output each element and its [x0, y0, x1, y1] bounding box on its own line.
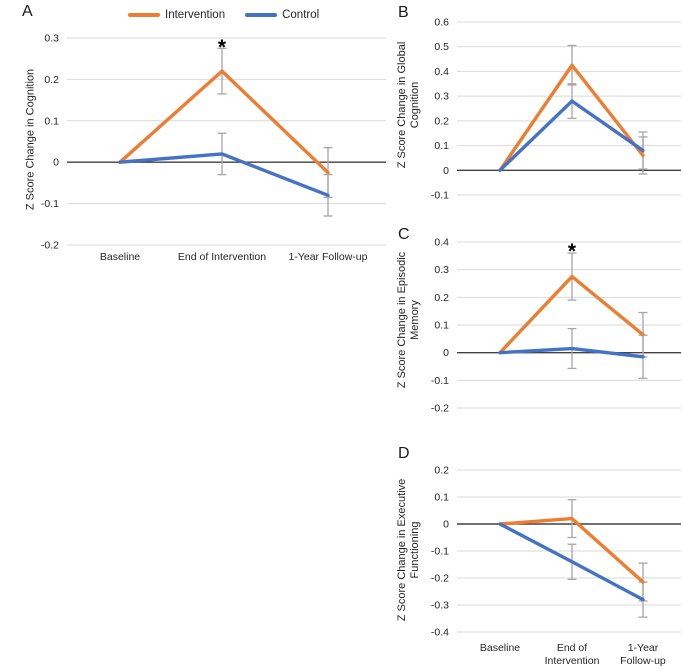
series-line-control: [498, 522, 645, 602]
panel-c: 0.4 0.3 0.2 0.1 0 -0.1 -0.2 * C Z Score Change …: [390, 215, 683, 432]
significance-asterisk: *: [218, 36, 227, 59]
x-tick-label: Baseline: [480, 642, 520, 654]
y-tick-label: -0.1: [431, 375, 449, 387]
y-tick-label: 0.2: [434, 292, 449, 304]
y-tick-label: 0.3: [434, 91, 449, 103]
panel-b-plot: 0.6 0.5 0.4 0.3 0.2 0.1 0 -0.1: [431, 17, 681, 202]
y-tick-label: 0.2: [434, 115, 449, 127]
y-tick-label: -0.2: [431, 573, 449, 585]
x-tick-label: Baseline: [100, 251, 140, 263]
panel-a: 0.3 0.2 0.1 0 -0.1 -0.2 * Baseline End of Interv…: [0, 0, 390, 285]
panel-a-ylabel: Z Score Change in Cognition: [24, 68, 37, 211]
series-line-intervention: [118, 69, 330, 175]
x-tick-label: End of: [557, 642, 587, 654]
panel-d-plot: 0.2 0.1 0 -0.1 -0.2 -0.3 -0.4 Baseline End ofInt…: [431, 465, 681, 667]
x-tick-label: 1-Year: [628, 642, 659, 654]
y-tick-label: 0: [53, 157, 59, 169]
panel-b-ylabel: Z Score Change in Global Cognition: [396, 41, 421, 169]
series-line-intervention: [498, 63, 645, 172]
y-tick-label: -0.1: [431, 190, 449, 202]
series-line-control: [118, 152, 330, 198]
panel-c-ylabel: Z Score Change in Episodic Memory: [396, 251, 421, 389]
y-tick-label: 0.1: [434, 320, 449, 332]
y-tick-label: 0.1: [44, 115, 59, 127]
x-tick-label: Follow-up: [620, 655, 666, 667]
panel-d: 0.2 0.1 0 -0.1 -0.2 -0.3 -0.4 Baseline End of Int…: [390, 432, 683, 671]
panel-b-letter: B: [398, 4, 409, 21]
panel-c-plot: 0.4 0.3 0.2 0.1 0 -0.1 -0.2 *: [431, 237, 681, 415]
y-tick-label: -0.3: [431, 600, 449, 612]
y-tick-label: 0.2: [434, 465, 449, 477]
significance-asterisk: *: [568, 240, 577, 263]
y-tick-label: 0: [443, 519, 449, 531]
legend-label-intervention: Intervention: [165, 9, 226, 21]
y-tick-label: 0: [443, 165, 449, 177]
y-tick-label: 0.4: [434, 237, 449, 249]
y-tick-label: 0.6: [434, 17, 449, 29]
y-tick-label: -0.4: [431, 627, 449, 639]
intervention-line-swatch: [128, 13, 160, 17]
x-tick-label: 1-Year Follow-up: [289, 251, 368, 263]
x-tick-label: End of Intervention: [178, 251, 266, 263]
y-tick-label: -0.1: [41, 198, 59, 210]
y-tick-label: -0.1: [431, 546, 449, 558]
y-tick-label: 0: [443, 347, 449, 359]
y-tick-label: -0.2: [41, 240, 59, 252]
panel-a-plot: 0.3 0.2 0.1 0 -0.1 -0.2 * Baseline End of Interv…: [41, 33, 386, 263]
panel-d-letter: D: [398, 445, 410, 462]
legend-label-control: Control: [282, 9, 320, 21]
panel-d-ylabel: Z Score Change in Executive Functioning: [396, 478, 421, 622]
panel-c-letter: C: [398, 226, 410, 243]
y-tick-label: 0.1: [434, 492, 449, 504]
legend: Intervention Control: [128, 9, 319, 21]
series-line-intervention: [498, 516, 645, 584]
y-tick-label: 0.2: [44, 74, 59, 86]
series-line-control: [498, 346, 645, 359]
control-line-swatch: [245, 13, 278, 17]
x-tick-label: Intervention: [545, 655, 600, 667]
series-line-control: [498, 99, 645, 172]
series-line-intervention: [498, 274, 645, 355]
y-tick-label: 0.3: [434, 264, 449, 276]
y-tick-label: 0.3: [44, 33, 59, 45]
y-tick-label: 0.5: [434, 41, 449, 53]
y-tick-label: 0.4: [434, 66, 449, 78]
legend-item-intervention: Intervention: [128, 9, 225, 21]
y-tick-label: -0.2: [431, 403, 449, 415]
panel-b: 0.6 0.5 0.4 0.3 0.2 0.1 0 -0.1 B Z Score Change…: [390, 0, 683, 215]
legend-item-control: Control: [245, 9, 319, 21]
y-tick-label: 0.1: [434, 140, 449, 152]
panel-a-letter: A: [22, 3, 33, 20]
